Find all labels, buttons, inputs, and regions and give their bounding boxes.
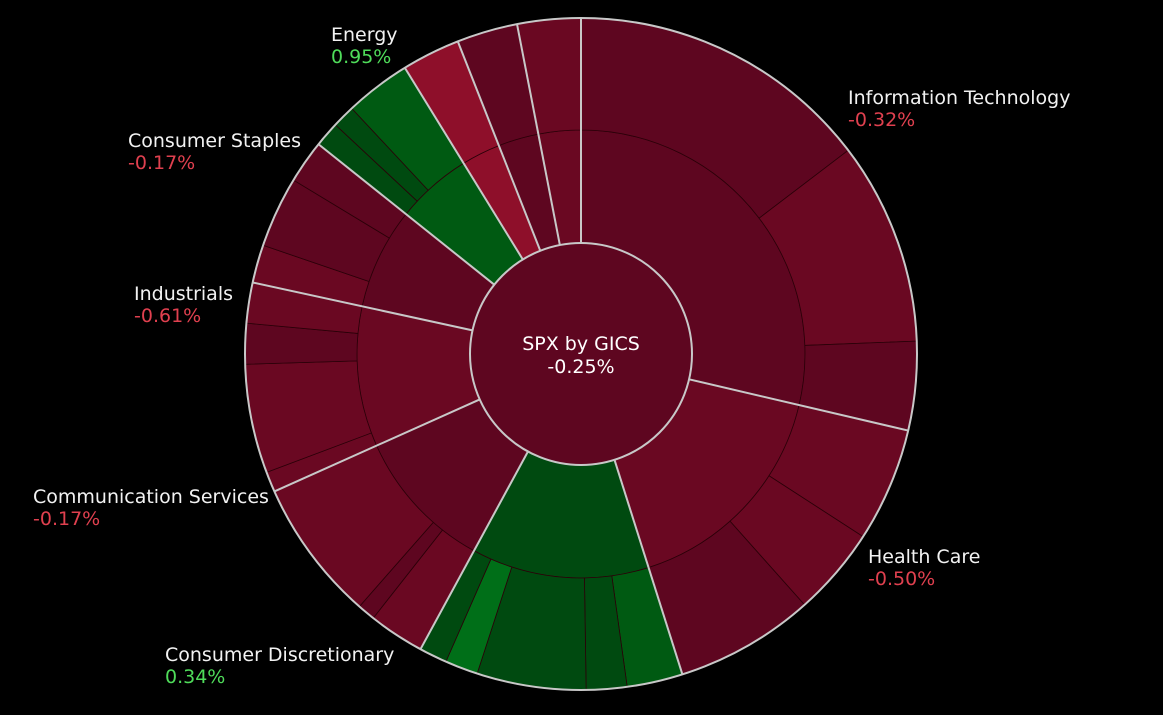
sector-change-information-technology: -0.32% — [848, 109, 916, 131]
sector-name-information-technology: Information Technology — [848, 87, 1071, 109]
sector-separator-2 — [613, 459, 684, 675]
sector-name-health-care: Health Care — [868, 546, 981, 568]
sector-change-consumer-discretionary: 0.34% — [165, 666, 226, 688]
sector-label-energy: Energy 0.95% — [331, 24, 398, 68]
center-title: SPX by GICS — [522, 333, 640, 355]
sector-label-consumer-discretionary: Consumer Discretionary 0.34% — [165, 644, 394, 688]
sector-separator-8 — [456, 41, 542, 252]
center-change: -0.25% — [547, 356, 614, 378]
sector-name-consumer-discretionary: Consumer Discretionary — [165, 644, 395, 666]
sector-separator-1 — [688, 378, 909, 432]
sector-label-industrials: Industrials -0.61% — [134, 283, 233, 327]
sector-separator-6 — [317, 143, 495, 286]
sector-label-health-care: Health Care -0.50% — [868, 546, 980, 590]
sector-label-communication-services: Communication Services -0.17% — [33, 486, 269, 530]
center-circle[interactable] — [469, 242, 693, 466]
sector-change-consumer-staples: -0.17% — [128, 152, 196, 174]
sector-name-industrials: Industrials — [134, 283, 234, 305]
sector-separator-7 — [404, 67, 524, 260]
sector-name-communication-services: Communication Services — [33, 486, 269, 508]
sector-separator-9 — [516, 23, 561, 246]
sector-change-energy: 0.95% — [331, 46, 392, 68]
sector-change-communication-services: -0.17% — [33, 508, 101, 530]
sector-separator-4 — [273, 398, 481, 493]
outer-ring-border — [244, 17, 918, 691]
sector-change-health-care: -0.50% — [868, 568, 936, 590]
sector-separator-5 — [252, 281, 473, 332]
sector-name-consumer-staples: Consumer Staples — [128, 130, 302, 152]
sector-separator-3 — [419, 451, 529, 650]
sector-change-industrials: -0.61% — [134, 305, 202, 327]
sector-name-energy: Energy — [331, 24, 398, 46]
sector-label-consumer-staples: Consumer Staples -0.17% — [128, 130, 301, 174]
sector-label-information-technology: Information Technology -0.32% — [848, 87, 1070, 131]
